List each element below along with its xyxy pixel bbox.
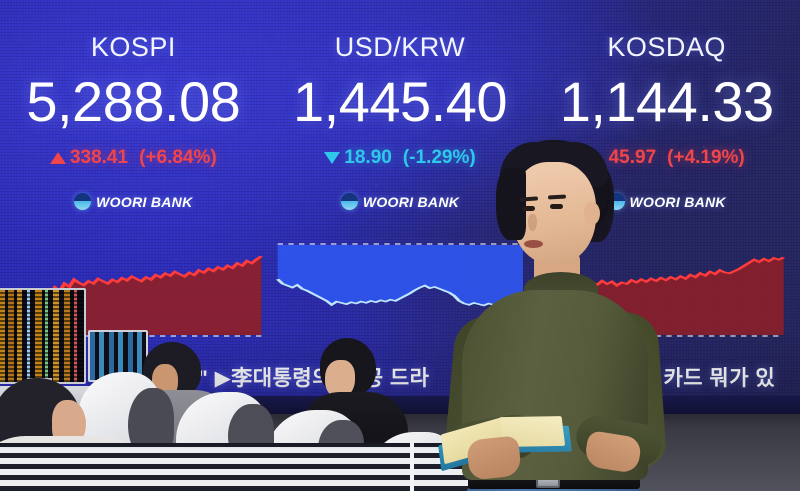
index-name-usdkrw: USD/KRW [334, 32, 466, 62]
woori-bank-label: WOORI BANK [96, 193, 193, 210]
down-triangle-icon [324, 151, 341, 164]
index-name-kospi: KOSPI [90, 32, 176, 62]
up-triangle-icon [49, 151, 66, 164]
man-nose [528, 214, 537, 231]
index-name-kosdaq: KOSDAQ [607, 32, 726, 62]
man-mouth [524, 240, 543, 248]
woori-bank-label: WOORI BANK [629, 193, 726, 210]
seated-person-face [325, 360, 355, 398]
chart-usdkrw [267, 232, 534, 350]
trading-terminal-monitor [0, 288, 86, 384]
man-face [512, 162, 596, 264]
index-change-kospi: 338.41 (+6.84%) [0, 148, 267, 167]
woori-bank-circle-logo [340, 193, 358, 210]
man-ear [584, 202, 600, 225]
change-percent-usdkrw: (-1.29%) [402, 147, 476, 168]
man-eye [522, 206, 535, 211]
index-value-usdkrw: 1,445.40 [293, 70, 507, 133]
sponsor-logo-kospi: WOORI BANK [0, 193, 267, 210]
vent-seam [410, 443, 414, 491]
quote-panels: KOSPI 5,288.08 338.41 (+6.84%) WOORI BAN… [0, 0, 800, 232]
terminal-screen-content [0, 290, 84, 382]
standing-man [438, 140, 670, 491]
sponsor-logo-usdkrw: WOORI BANK [267, 193, 534, 210]
change-amount-kospi: 338.41 [69, 147, 129, 168]
chart-usdkrw-svg [275, 243, 524, 307]
change-amount-kosdaq: 45.97 [608, 147, 657, 168]
man-side-hair [496, 168, 526, 240]
change-percent-kosdaq: (+4.19%) [667, 147, 745, 168]
index-change-usdkrw: 18.90 (-1.29%) [267, 148, 534, 167]
change-percent-kospi: (+6.84%) [139, 147, 217, 168]
index-value-kospi: 5,288.08 [26, 70, 241, 133]
quote-panel-kosdaq: KOSDAQ 1,144.33 45.97 (+4.19%) WOORI BAN… [533, 0, 800, 232]
index-value-kosdaq: 1,144.33 [559, 70, 774, 133]
woori-bank-label: WOORI BANK [362, 193, 460, 210]
man-eye [550, 204, 563, 209]
change-amount-usdkrw: 18.90 [344, 147, 392, 168]
woori-bank-circle-logo [74, 193, 92, 210]
quote-panel-usdkrw: USD/KRW 1,445.40 18.90 (-1.29%) WOORI BA… [267, 0, 534, 232]
quote-panel-kospi: KOSPI 5,288.08 338.41 (+6.84%) WOORI BAN… [0, 0, 267, 232]
